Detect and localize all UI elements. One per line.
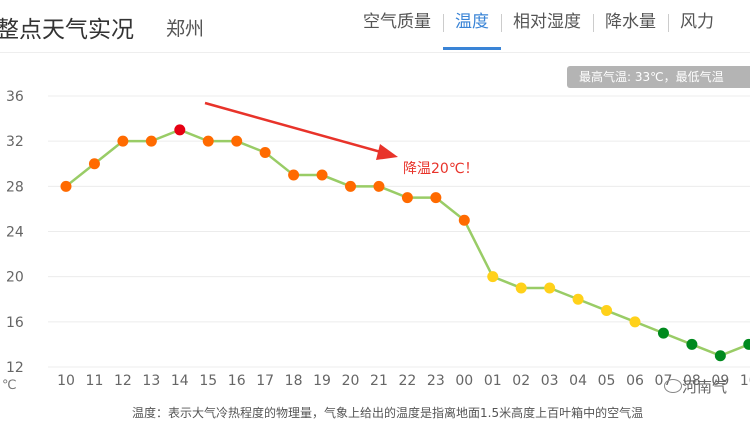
tab-label: 空气质量 (363, 12, 431, 32)
data-point (572, 293, 584, 305)
data-point (401, 192, 413, 204)
x-tick-label: 16 (228, 373, 246, 389)
x-tick-label: 22 (398, 373, 416, 389)
data-point (714, 350, 726, 362)
x-tick-label: 17 (256, 373, 274, 389)
tab-label: 降水量 (605, 12, 656, 32)
data-point (458, 214, 470, 226)
x-tick-label: 10 (740, 373, 750, 389)
tab-humidity[interactable]: 相对湿度 (501, 0, 593, 52)
tab-label: 风力 (680, 12, 714, 32)
data-point (288, 169, 300, 181)
data-point (743, 338, 750, 350)
x-tick-label: 09 (711, 373, 729, 389)
data-point (88, 158, 100, 170)
data-point (259, 146, 271, 158)
x-tick-label: 02 (512, 373, 530, 389)
data-point (430, 192, 442, 204)
data-point (316, 169, 328, 181)
data-point (515, 282, 527, 294)
tab-bar: 空气质量 温度 相对湿度 降水量 风力 (351, 0, 726, 52)
x-tick-label: 05 (598, 373, 616, 389)
y-unit-label: ℃ (2, 378, 17, 393)
x-tick-label: 21 (370, 373, 388, 389)
tab-label: 温度 (455, 12, 489, 32)
data-point (487, 271, 499, 283)
annotation-arrowhead (376, 144, 398, 160)
data-point (60, 180, 72, 192)
x-tick-label: 10 (57, 373, 75, 389)
data-point (202, 135, 214, 147)
annotation-arrow (204, 101, 389, 156)
x-tick-label: 18 (285, 373, 303, 389)
x-tick-label: 11 (86, 373, 104, 389)
tab-label: 相对湿度 (513, 12, 581, 32)
data-point (145, 135, 157, 147)
data-point (686, 338, 698, 350)
y-tick-label: 36 (6, 89, 24, 105)
chart-footnote: 温度：表示大气冷热程度的物理量，气象上给出的温度是指离地面1.5米高度上百叶箱中… (132, 406, 644, 420)
data-point (117, 135, 129, 147)
x-tick-label: 04 (569, 373, 587, 389)
x-tick-label: 06 (626, 373, 644, 389)
tab-precipitation[interactable]: 降水量 (593, 0, 668, 52)
data-point (544, 282, 556, 294)
data-point (373, 180, 385, 192)
y-tick-label: 32 (6, 134, 24, 150)
y-tick-label: 20 (6, 270, 24, 286)
header: 整点天气实况 郑州 空气质量 温度 相对湿度 降水量 风力 (0, 0, 750, 53)
x-tick-label: 12 (114, 373, 132, 389)
data-point (345, 180, 356, 192)
page-title: 整点天气实况 (0, 17, 134, 43)
data-point (231, 135, 243, 147)
x-tick-label: 20 (342, 373, 360, 389)
x-tick-label: 19 (313, 373, 331, 389)
x-tick-label: 01 (484, 373, 502, 389)
data-point (174, 124, 186, 136)
temperature-summary-badge: 最高气温: 33℃，最低气温 (567, 66, 750, 88)
tab-wind[interactable]: 风力 (668, 0, 726, 52)
x-tick-label: 03 (541, 373, 559, 389)
annotation-label: 降温20℃！ (403, 161, 479, 177)
data-point (601, 305, 613, 317)
y-tick-label: 24 (6, 225, 24, 241)
tab-temperature[interactable]: 温度 (443, 0, 501, 52)
y-tick-label: 12 (6, 360, 24, 376)
x-tick-label: 08 (683, 373, 701, 389)
data-point (629, 316, 641, 328)
x-tick-label: 00 (455, 373, 473, 389)
watermark: 河南气 (682, 378, 728, 396)
data-point (657, 327, 669, 339)
x-tick-label: 14 (171, 373, 189, 389)
y-tick-label: 28 (6, 179, 24, 195)
city-name: 郑州 (166, 18, 205, 40)
wechat-icon (664, 379, 682, 393)
y-tick-label: 16 (6, 315, 24, 331)
x-tick-label: 13 (142, 373, 160, 389)
tab-air-quality[interactable]: 空气质量 (351, 0, 443, 52)
x-tick-label: 15 (199, 373, 217, 389)
temperature-chart: 12 16 20 24 28 32 36 ℃ 10 11 12 13 14 15 16 17 18 19 20 21 2… (2, 89, 750, 393)
x-tick-label: 23 (427, 373, 445, 389)
